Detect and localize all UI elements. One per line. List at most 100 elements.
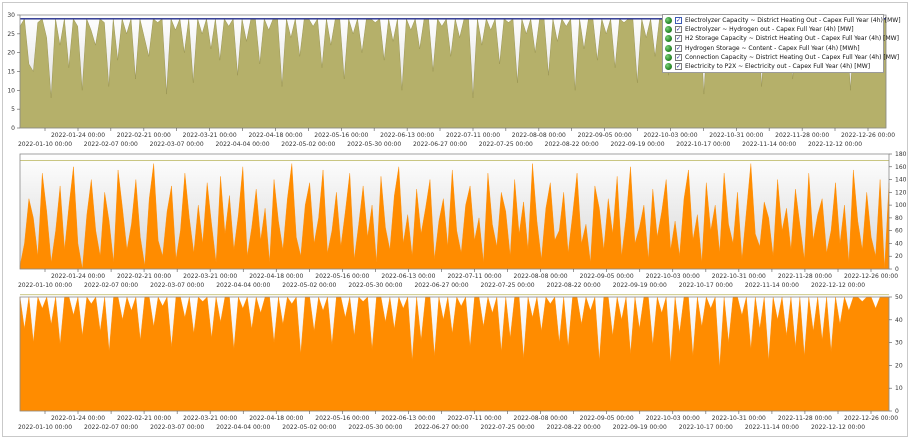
plot-frame (19, 296, 890, 412)
checkbox[interactable]: ✓ (675, 17, 682, 25)
y-tick-label: 60 (895, 228, 903, 235)
x-tick-label: 2022-11-14 00:00 (745, 282, 799, 289)
x-tick-label: 2022-07-25 00:00 (479, 141, 533, 148)
y-tick-label: 0 (895, 408, 899, 415)
checkbox[interactable]: ✓ (675, 53, 682, 61)
x-tick-label: 2022-08-08 00:00 (512, 132, 566, 139)
x-tick-label: 2022-09-19 00:00 (613, 282, 667, 289)
x-tick-label: 2022-12-12 00:00 (811, 282, 865, 289)
y-tick-label: 5 (11, 106, 15, 113)
x-tick-label: 2022-07-11 00:00 (446, 132, 500, 139)
x-tick-label: 2022-11-28 00:00 (778, 415, 832, 422)
checkbox[interactable]: ✓ (675, 35, 682, 43)
x-tick-label: 2022-12-26 00:00 (844, 415, 898, 422)
legend-label: H2 Storage Capacity ~ District Heating O… (685, 35, 899, 43)
x-tick-label: 2022-09-05 00:00 (580, 415, 634, 422)
x-tick-label: 2022-10-31 00:00 (709, 132, 763, 139)
y-tick-label: 20 (7, 50, 15, 57)
x-tick-label: 2022-08-08 00:00 (514, 415, 568, 422)
x-tick-label: 2022-12-12 00:00 (808, 141, 862, 148)
x-tick-label: 2022-04-04 00:00 (216, 424, 270, 431)
y-tick-label: 0 (11, 125, 15, 132)
legend-item[interactable]: ✓ H2 Storage Capacity ~ District Heating… (665, 34, 899, 43)
x-tick-label: 2022-11-14 00:00 (742, 141, 796, 148)
x-tick-label: 2022-02-21 00:00 (117, 415, 171, 422)
y-tick-label: 15 (7, 69, 15, 76)
y-tick-label: 50 (895, 294, 903, 301)
x-tick-label: 2022-05-30 00:00 (347, 141, 401, 148)
y-tick-label: 30 (7, 12, 15, 19)
series-ball-icon (665, 44, 672, 52)
x-tick-label: 2022-10-17 00:00 (679, 424, 733, 431)
x-tick-label: 2022-08-08 00:00 (514, 273, 568, 280)
x-tick-label: 2022-10-03 00:00 (643, 132, 697, 139)
x-tick-label: 2022-01-24 00:00 (51, 415, 105, 422)
x-tick-label: 2022-03-21 00:00 (183, 273, 237, 280)
x-tick-label: 2022-05-02 00:00 (282, 282, 336, 289)
checkbox[interactable]: ✓ (675, 26, 682, 34)
legend[interactable]: ✓ Electrolyzer Capacity ~ District Heati… (662, 14, 901, 74)
x-tick-label: 2022-08-22 00:00 (547, 424, 601, 431)
legend-label: Connection Capacity ~ District Heating O… (685, 53, 900, 61)
x-tick-label: 2022-01-24 00:00 (51, 132, 105, 139)
x-tick-label: 2022-03-07 00:00 (150, 141, 204, 148)
y-tick-label: 40 (895, 240, 903, 247)
y-tick-label: 80 (895, 215, 903, 222)
x-tick-label: 2022-07-11 00:00 (447, 415, 501, 422)
legend-label: Electrolyzer Capacity ~ District Heating… (685, 17, 901, 25)
series-ball-icon (665, 35, 672, 43)
x-tick-label: 2022-04-04 00:00 (215, 141, 269, 148)
checkbox[interactable]: ✓ (675, 63, 682, 71)
x-tick-label: 2022-05-30 00:00 (348, 424, 402, 431)
x-tick-label: 2022-11-14 00:00 (745, 424, 799, 431)
x-tick-label: 2022-03-21 00:00 (183, 415, 237, 422)
x-tick-label: 2022-02-21 00:00 (117, 273, 171, 280)
x-tick-label: 2022-03-07 00:00 (150, 282, 204, 289)
x-tick-label: 2022-12-26 00:00 (841, 132, 895, 139)
x-tick-label: 2022-05-16 00:00 (315, 273, 369, 280)
x-tick-label: 2022-10-03 00:00 (646, 273, 700, 280)
series-ball-icon (665, 63, 672, 71)
x-tick-label: 2022-04-04 00:00 (216, 282, 270, 289)
x-tick-label: 2022-10-31 00:00 (712, 415, 766, 422)
legend-label: Hydrogen Storage ~ Content - Capex Full … (685, 44, 860, 52)
y-tick-label: 180 (895, 151, 907, 158)
x-tick-label: 2022-01-10 00:00 (18, 424, 72, 431)
x-tick-label: 2022-02-21 00:00 (117, 132, 171, 139)
x-tick-label: 2022-03-21 00:00 (183, 132, 237, 139)
legend-item[interactable]: ✓ Electricity to P2X ~ Electricity out -… (665, 62, 881, 71)
legend-item[interactable]: ✓ Hydrogen Storage ~ Content - Capex Ful… (665, 44, 881, 53)
x-tick-label: 2022-06-13 00:00 (381, 273, 435, 280)
x-tick-label: 2022-01-24 00:00 (51, 273, 105, 280)
x-tick-label: 2022-08-22 00:00 (547, 282, 601, 289)
x-tick-label: 2022-05-02 00:00 (281, 141, 335, 148)
legend-item[interactable]: ✓ Electrolyzer Capacity ~ District Heati… (665, 16, 901, 25)
y-tick-label: 100 (895, 202, 907, 209)
x-tick-label: 2022-06-27 00:00 (414, 282, 468, 289)
series-ball-icon (665, 17, 672, 25)
x-tick-label: 2022-03-07 00:00 (150, 424, 204, 431)
x-tick-label: 2022-09-19 00:00 (613, 424, 667, 431)
checkbox[interactable]: ✓ (675, 44, 682, 52)
x-tick-label: 2022-09-19 00:00 (610, 141, 664, 148)
x-tick-label: 2022-06-13 00:00 (380, 132, 434, 139)
x-tick-label: 2022-10-17 00:00 (676, 141, 730, 148)
y-tick-label: 10 (895, 385, 903, 392)
x-tick-label: 2022-06-27 00:00 (414, 424, 468, 431)
x-tick-label: 2022-01-10 00:00 (18, 141, 72, 148)
legend-item[interactable]: ✓ Connection Capacity ~ District Heating… (665, 53, 899, 62)
y-tick-label: 30 (895, 340, 903, 347)
x-tick-label: 2022-10-03 00:00 (646, 415, 700, 422)
y-tick-label: 40 (895, 317, 903, 324)
y-tick-label: 160 (895, 164, 907, 171)
x-tick-label: 2022-06-27 00:00 (413, 141, 467, 148)
x-tick-label: 2022-10-31 00:00 (712, 273, 766, 280)
y-tick-label: 10 (7, 87, 15, 94)
x-tick-label: 2022-01-10 00:00 (18, 282, 72, 289)
x-tick-label: 2022-02-07 00:00 (84, 141, 138, 148)
series-ball-icon (665, 26, 672, 34)
x-tick-label: 2022-07-25 00:00 (481, 282, 535, 289)
y-tick-label: 0 (895, 266, 899, 273)
legend-item[interactable]: ✓ Electrolyzer ~ Hydrogen out - Capex Fu… (665, 25, 881, 34)
